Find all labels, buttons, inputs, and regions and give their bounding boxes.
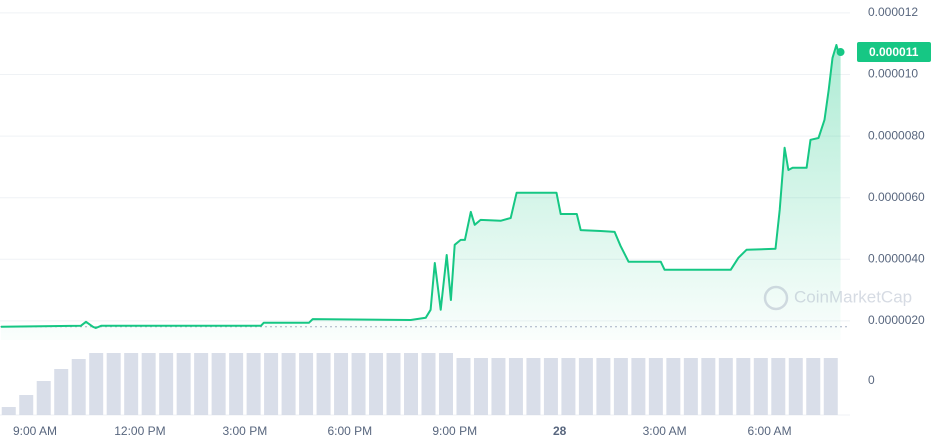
watermark-text: CoinMarketCap xyxy=(794,287,912,306)
x-tick-label: 9:00 AM xyxy=(13,424,57,438)
volume-bar xyxy=(648,358,663,415)
volume-bar xyxy=(683,358,698,415)
volume-bar xyxy=(526,358,541,415)
volume-bar xyxy=(596,358,611,415)
volume-bar xyxy=(351,353,366,415)
volume-bar xyxy=(508,358,523,415)
watermark: CoinMarketCap xyxy=(763,285,912,311)
y-tick-label: 0.000010 xyxy=(868,67,918,81)
current-price-box xyxy=(857,42,931,63)
volume-bar xyxy=(753,358,768,415)
volume-bar xyxy=(806,358,821,415)
volume-bar xyxy=(159,353,174,415)
price-line xyxy=(0,44,842,329)
volume-bar xyxy=(176,353,191,415)
volume-bar xyxy=(71,359,86,415)
last-point xyxy=(836,48,845,57)
volume-bar xyxy=(771,358,786,415)
volume-bar xyxy=(491,358,506,415)
volume-bar xyxy=(701,358,716,415)
volume-bar xyxy=(543,358,558,415)
y-tick-label: 0.0000060 xyxy=(868,190,925,204)
volume-bar xyxy=(666,358,681,415)
volume-bar xyxy=(718,358,733,415)
volume-bar xyxy=(823,358,838,415)
volume-bar xyxy=(89,353,104,415)
x-tick-label: 9:00 PM xyxy=(432,424,477,438)
price-area xyxy=(1,45,841,340)
volume-bar xyxy=(386,353,401,415)
x-tick-label: 6:00 PM xyxy=(327,424,372,438)
x-tick-label: 12:00 PM xyxy=(114,424,165,438)
volume-bar xyxy=(631,358,646,415)
volume-bar xyxy=(106,353,121,415)
volume-bar xyxy=(316,353,331,415)
volume-tick-label: 0 xyxy=(868,373,875,387)
x-tick-label: 6:00 AM xyxy=(748,424,792,438)
volume-bar xyxy=(369,353,384,415)
volume-bar xyxy=(124,353,139,415)
volume-bar xyxy=(211,353,226,415)
volume-bar xyxy=(334,353,349,415)
volume-bar xyxy=(421,353,436,415)
volume-bar xyxy=(438,353,453,415)
volume-bar xyxy=(19,395,34,415)
volume-bar xyxy=(456,358,471,415)
volume-bar xyxy=(264,353,279,415)
x-tick-label: 28 xyxy=(553,424,567,438)
current-price-label: 0.000011 xyxy=(869,45,919,59)
volume-bar xyxy=(578,358,593,415)
y-tick-label: 0.000012 xyxy=(868,5,918,19)
x-tick-label: 3:00 PM xyxy=(223,424,268,438)
volume-bar xyxy=(1,407,16,415)
volume-bar xyxy=(561,358,576,415)
volume-bar xyxy=(281,353,296,415)
volume-bar xyxy=(404,353,419,415)
x-tick-label: 3:00 AM xyxy=(643,424,687,438)
volume-bar xyxy=(613,358,628,415)
volume-bar xyxy=(194,353,209,415)
y-tick-label: 0.0000020 xyxy=(868,313,925,327)
volume-bar xyxy=(736,358,751,415)
volume-bar xyxy=(141,353,156,415)
volume-bar xyxy=(36,381,51,415)
volume-bar xyxy=(299,353,314,415)
volume-bar xyxy=(229,353,244,415)
volume-bar xyxy=(788,358,803,415)
volume-bar xyxy=(246,353,261,415)
y-tick-label: 0.0000040 xyxy=(868,251,925,265)
y-tick-label: 0.0000080 xyxy=(868,128,925,142)
volume-bar xyxy=(54,369,69,415)
volume-bar xyxy=(473,358,488,415)
